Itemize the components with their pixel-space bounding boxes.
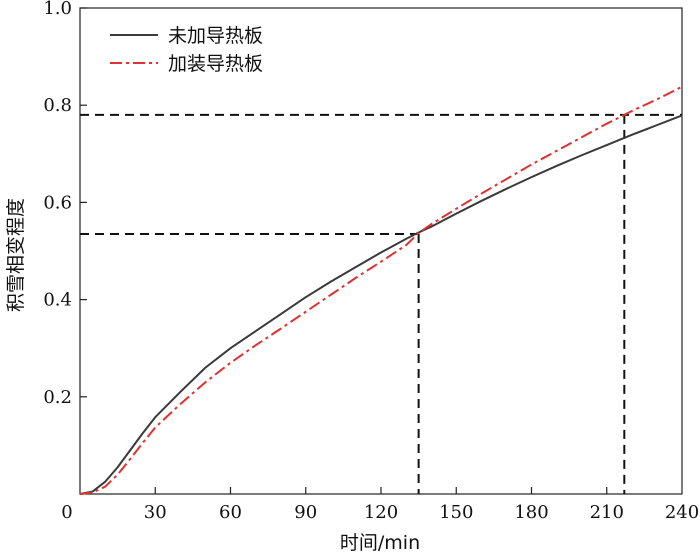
y-axis-label: 积雪相变程度 [5, 198, 27, 312]
y-tick-label: 0.4 [43, 290, 72, 311]
reference-lines [80, 113, 682, 494]
y-tick-label: 0.6 [43, 192, 72, 213]
x-tick-label: 60 [219, 502, 242, 523]
plot-frame [79, 7, 683, 495]
series-line-2 [79, 85, 683, 495]
x-tick-label: 240 [665, 502, 699, 523]
y-tick-label: 0.2 [43, 387, 72, 408]
legend-label-series-1: 未加导热板 [168, 25, 263, 47]
legend: 未加导热板 加装导热板 [110, 25, 263, 75]
x-tick-label: 30 [144, 502, 167, 523]
y-axis-ticks: 0.2 0.4 0.6 0.8 1.0 [43, 0, 87, 408]
legend-label-series-2: 加装导热板 [168, 53, 263, 75]
x-tick-label: 120 [364, 502, 398, 523]
plot-border [79, 7, 683, 495]
y-tick-label: 0.8 [43, 95, 72, 116]
series-layer [79, 85, 683, 495]
x-axis-ticks: 0 30 60 90 120 150 180 210 240 [61, 487, 699, 523]
series-line-1 [79, 114, 683, 495]
x-tick-label: 90 [294, 502, 317, 523]
x-axis-label: 时间/min [340, 532, 420, 554]
x-tick-label: 0 [61, 502, 72, 523]
x-tick-label: 210 [590, 502, 624, 523]
x-tick-label: 150 [439, 502, 473, 523]
x-tick-label: 180 [514, 502, 548, 523]
y-tick-label: 1.0 [43, 0, 72, 19]
